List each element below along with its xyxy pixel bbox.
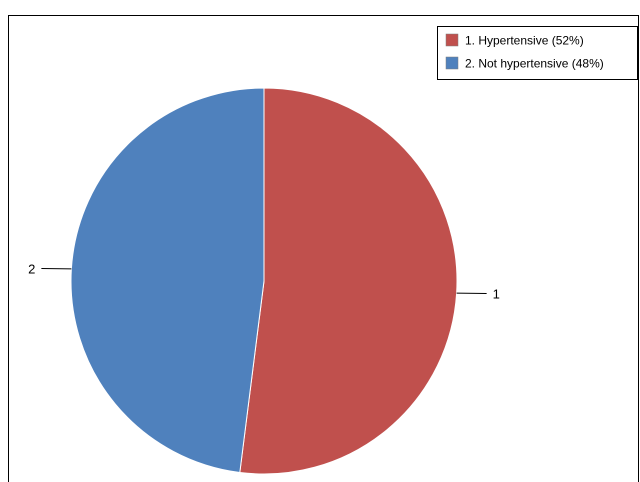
- pie-slice-1: [239, 87, 458, 475]
- slice-labels: 12: [28, 262, 500, 302]
- legend-swatch-1: [445, 33, 459, 47]
- legend-swatch-2: [445, 56, 459, 70]
- pie-slices: [70, 87, 458, 475]
- legend-box: [437, 26, 638, 80]
- pie-slice-2: [70, 87, 265, 474]
- legend-label-2: 2. Not hypertensive (48%): [465, 57, 604, 71]
- chart-area-border: [8, 15, 639, 482]
- legend: 1. Hypertensive (52%) 2. Not hypertensive…: [437, 26, 638, 80]
- slice-label-2: 2: [28, 262, 35, 277]
- legend-label-1: 1. Hypertensive (52%): [465, 34, 584, 48]
- slice-leader-lines: [41, 268, 487, 294]
- slice-label-1: 1: [493, 286, 500, 301]
